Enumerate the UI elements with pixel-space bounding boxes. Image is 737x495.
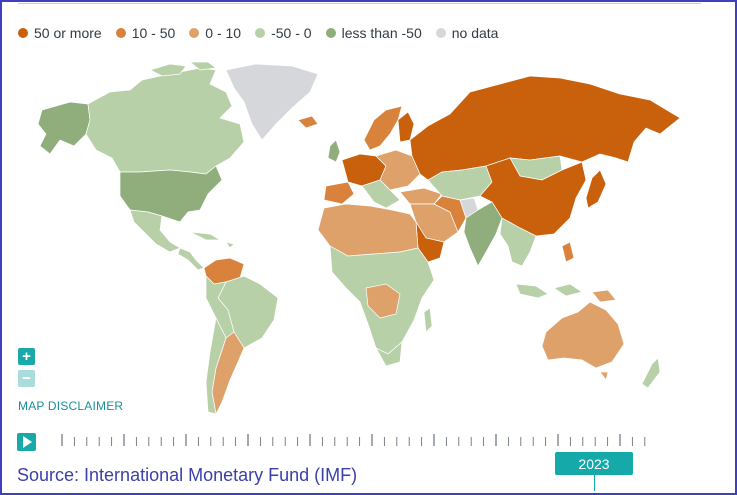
legend-swatch (435, 28, 446, 38)
legend-label: 0 - 10 (205, 25, 242, 41)
region-scandinavia[interactable] (363, 105, 403, 151)
legend-label: no data (451, 25, 499, 41)
region-papua[interactable] (591, 289, 617, 303)
legend-item-less-than-neg50[interactable]: less than -50 (325, 25, 422, 41)
region-peru-bolivia[interactable] (205, 275, 235, 339)
region-caribbean[interactable] (189, 231, 235, 249)
map-disclaimer-link[interactable]: MAP DISCLAIMER (18, 399, 124, 413)
legend-label: 10 - 50 (131, 25, 176, 41)
region-turkey[interactable] (399, 187, 443, 205)
year-indicator-stem (594, 475, 595, 491)
legend-label: 50 or more (34, 25, 102, 41)
region-madagascar[interactable] (423, 307, 433, 333)
legend-label: less than -50 (341, 25, 422, 41)
region-iberia[interactable] (323, 181, 355, 205)
legend-item-no-data[interactable]: no data (435, 25, 499, 41)
zoom-in-button[interactable]: + (18, 348, 35, 365)
legend-item-neg50-to-zero[interactable]: -50 - 0 (255, 25, 312, 41)
region-finland[interactable] (397, 111, 415, 143)
region-southern-europe[interactable] (361, 179, 401, 209)
region-eastern-europe[interactable] (375, 149, 421, 191)
legend-swatch (18, 28, 28, 38)
legend: 50 or more 10 - 50 0 - 10 -50 - 0 less t… (18, 25, 512, 41)
play-button[interactable] (17, 433, 36, 451)
world-map[interactable] (30, 62, 690, 422)
region-australia[interactable] (541, 301, 625, 369)
legend-item-ten-to-fifty[interactable]: 10 - 50 (115, 25, 176, 41)
region-indonesia[interactable] (515, 283, 583, 299)
legend-label: -50 - 0 (271, 25, 312, 41)
legend-item-fifty-or-more[interactable]: 50 or more (18, 25, 102, 41)
zoom-out-button[interactable]: − (18, 370, 35, 387)
region-china[interactable] (479, 157, 587, 237)
region-uk[interactable] (327, 139, 341, 163)
region-greenland[interactable] (225, 63, 319, 141)
region-central-africa[interactable] (365, 283, 401, 319)
region-india[interactable] (463, 201, 503, 267)
region-chile[interactable] (205, 316, 227, 415)
region-canada[interactable] (85, 67, 245, 175)
legend-item-zero-to-ten[interactable]: 0 - 10 (189, 25, 241, 41)
region-southeast-asia[interactable] (499, 217, 537, 267)
region-new-zealand[interactable] (641, 357, 661, 389)
region-philippines[interactable] (561, 241, 575, 263)
source-note: Source: International Monetary Fund (IMF… (17, 465, 358, 485)
region-iceland[interactable] (297, 115, 319, 129)
play-icon (23, 436, 32, 448)
legend-swatch (255, 28, 266, 38)
top-divider (18, 3, 701, 4)
timeline-slider[interactable] (60, 430, 660, 448)
legend-swatch (325, 28, 336, 38)
region-central-america[interactable] (177, 247, 205, 271)
legend-swatch (189, 28, 200, 38)
region-arctic-islands[interactable] (149, 62, 217, 77)
selected-year-label[interactable]: 2023 (555, 452, 633, 475)
legend-swatch (115, 28, 126, 38)
region-tasmania[interactable] (599, 371, 609, 381)
region-alaska[interactable] (37, 101, 91, 155)
region-southern-africa[interactable] (375, 341, 403, 367)
region-japan[interactable] (585, 169, 607, 209)
